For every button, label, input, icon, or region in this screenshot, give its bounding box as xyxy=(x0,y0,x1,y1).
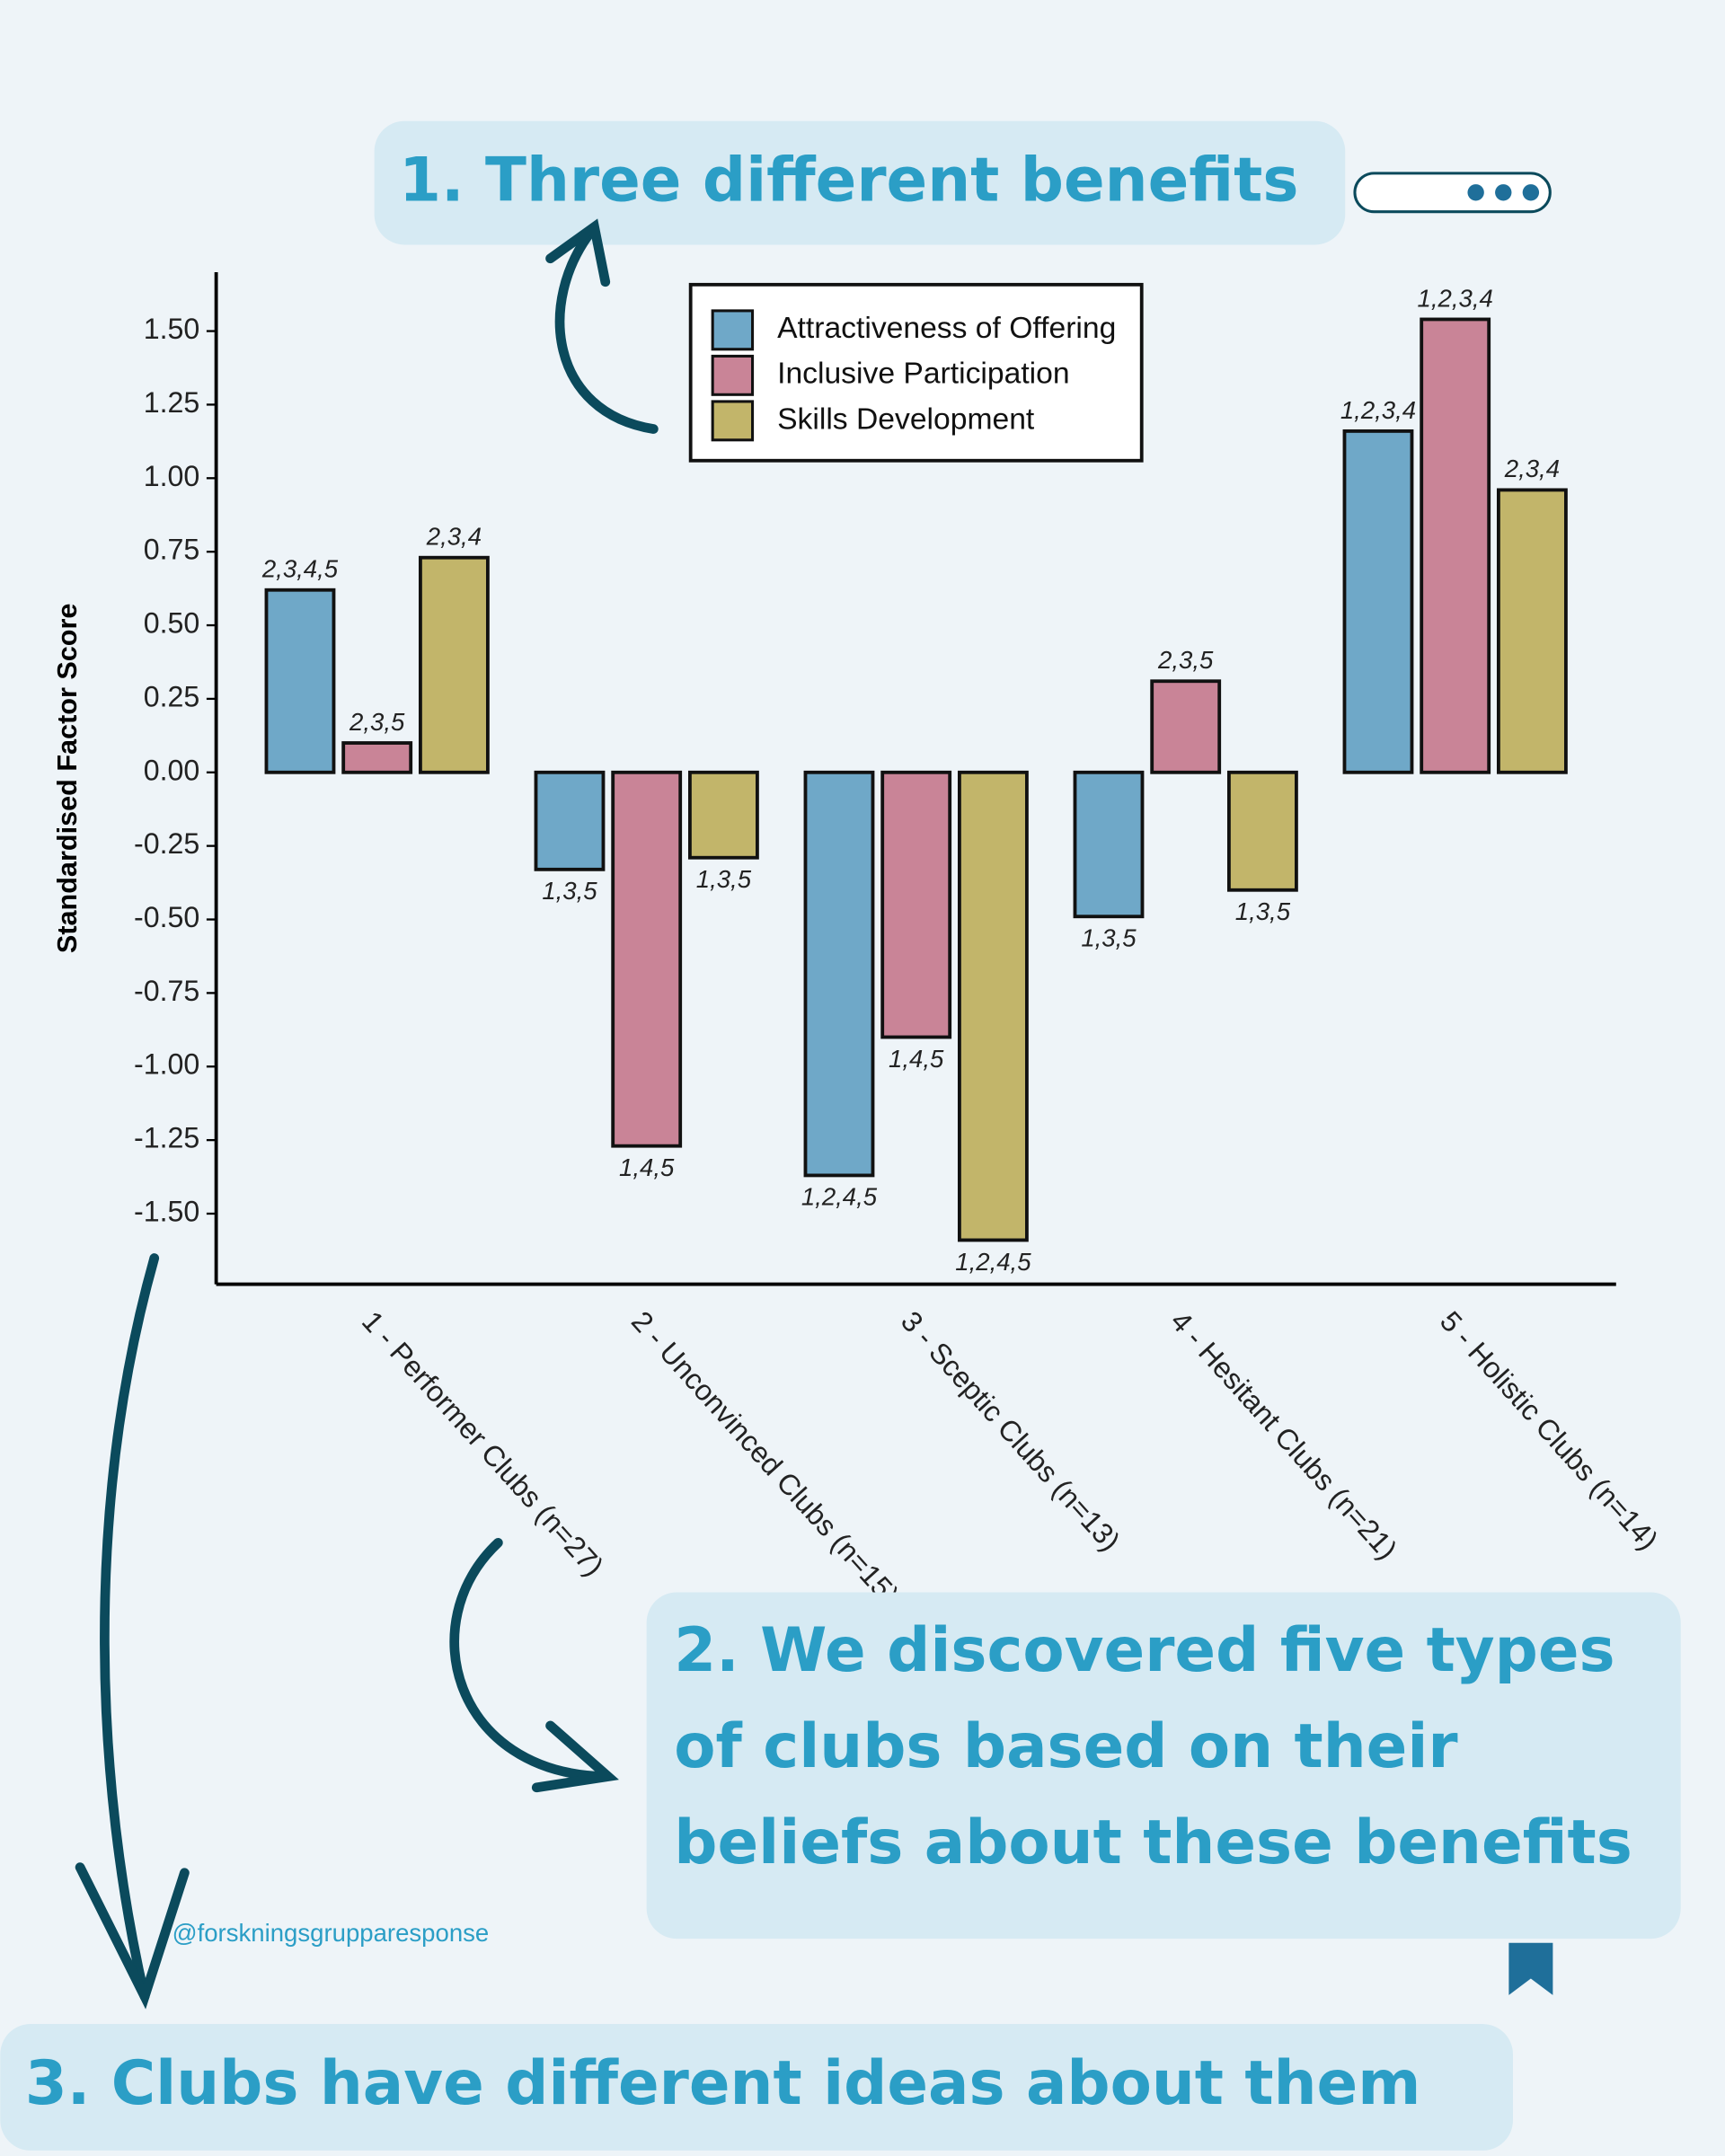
y-tick-label: -1.50 xyxy=(134,1195,199,1227)
bar xyxy=(803,770,875,1178)
y-tick-label: 1.00 xyxy=(144,460,200,492)
legend-swatch xyxy=(711,309,755,351)
callout-box xyxy=(374,120,1346,245)
legend-label: Inclusive Participation xyxy=(777,358,1070,391)
bar xyxy=(880,770,952,1039)
bar xyxy=(1150,679,1222,774)
dot xyxy=(1522,184,1540,201)
bar xyxy=(687,770,759,860)
bar xyxy=(418,555,490,774)
value-label: 1,2,4,5 xyxy=(955,1248,1031,1276)
menu-pill[interactable] xyxy=(1353,172,1552,214)
dot xyxy=(1467,184,1484,201)
dot xyxy=(1495,184,1512,201)
y-tick-label: -1.25 xyxy=(134,1122,199,1154)
y-tick-label: 1.25 xyxy=(144,386,200,419)
callout-2: beliefs about these benefits xyxy=(674,1807,1632,1878)
bar xyxy=(1420,317,1491,774)
value-label: 2,3,4 xyxy=(1504,455,1560,482)
legend-label: Attractiveness of Offering xyxy=(777,312,1116,345)
callout-box xyxy=(646,1592,1681,1940)
value-label: 1,3,5 xyxy=(1081,924,1137,952)
bar xyxy=(957,770,1029,1242)
y-tick-label: 0.25 xyxy=(144,680,200,712)
arrowhead xyxy=(531,1720,619,1793)
y-tick-label: 1.50 xyxy=(144,313,200,345)
callout-1: 1. Three different benefits xyxy=(399,145,1298,216)
bar xyxy=(341,741,413,774)
value-label: 1,3,5 xyxy=(542,877,597,905)
arrow xyxy=(554,225,659,434)
bar xyxy=(611,770,683,1148)
bar xyxy=(264,588,336,774)
y-tick-label: -0.75 xyxy=(134,975,199,1007)
watermark: @forskningsgrupparesponse xyxy=(172,1919,490,1947)
y-tick-label: -0.25 xyxy=(134,827,199,860)
y-tick-label: -0.50 xyxy=(134,901,199,933)
legend-label: Skills Development xyxy=(777,402,1035,436)
value-label: 2,3,4 xyxy=(426,523,482,551)
value-label: 2,3,5 xyxy=(349,708,405,736)
bar xyxy=(534,770,606,871)
value-label: 1,3,5 xyxy=(1235,897,1291,925)
value-label: 1,2,3,4 xyxy=(1340,396,1416,424)
y-tick-label: 0.50 xyxy=(144,607,200,640)
value-label: 1,4,5 xyxy=(619,1153,675,1181)
callout-2: 2. We discovered five types xyxy=(674,1614,1614,1685)
bar xyxy=(1342,429,1414,774)
callout-box xyxy=(0,2024,1513,2151)
arrowhead xyxy=(545,218,611,287)
value-label: 2,3,5 xyxy=(1157,646,1214,674)
value-label: 1,2,3,4 xyxy=(1418,284,1493,312)
value-label: 1,4,5 xyxy=(889,1045,944,1073)
y-tick-label: 0.75 xyxy=(144,534,200,566)
value-label: 1,2,4,5 xyxy=(801,1183,878,1211)
bookmark-icon[interactable] xyxy=(1508,1942,1553,1995)
legend-swatch xyxy=(711,400,755,442)
callout-3: 3. Clubs have different ideas about them xyxy=(25,2047,1421,2118)
y-tick-label: 0.00 xyxy=(144,754,200,786)
value-label: 2,3,4,5 xyxy=(261,555,339,583)
y-axis-label: Standardised Factor Score xyxy=(52,604,83,954)
callout-2: of clubs based on their xyxy=(674,1710,1457,1781)
legend-box xyxy=(688,282,1144,463)
arrowhead xyxy=(75,1862,190,2010)
arrows xyxy=(75,218,659,2010)
y-tick-label: -1.00 xyxy=(134,1048,199,1081)
arrow xyxy=(100,1253,160,2001)
value-label: 1,3,5 xyxy=(696,865,752,893)
bar xyxy=(1073,770,1145,919)
arrow xyxy=(449,1537,611,1781)
legend-swatch xyxy=(711,354,755,396)
bar xyxy=(1496,488,1568,774)
bar xyxy=(1226,770,1298,892)
